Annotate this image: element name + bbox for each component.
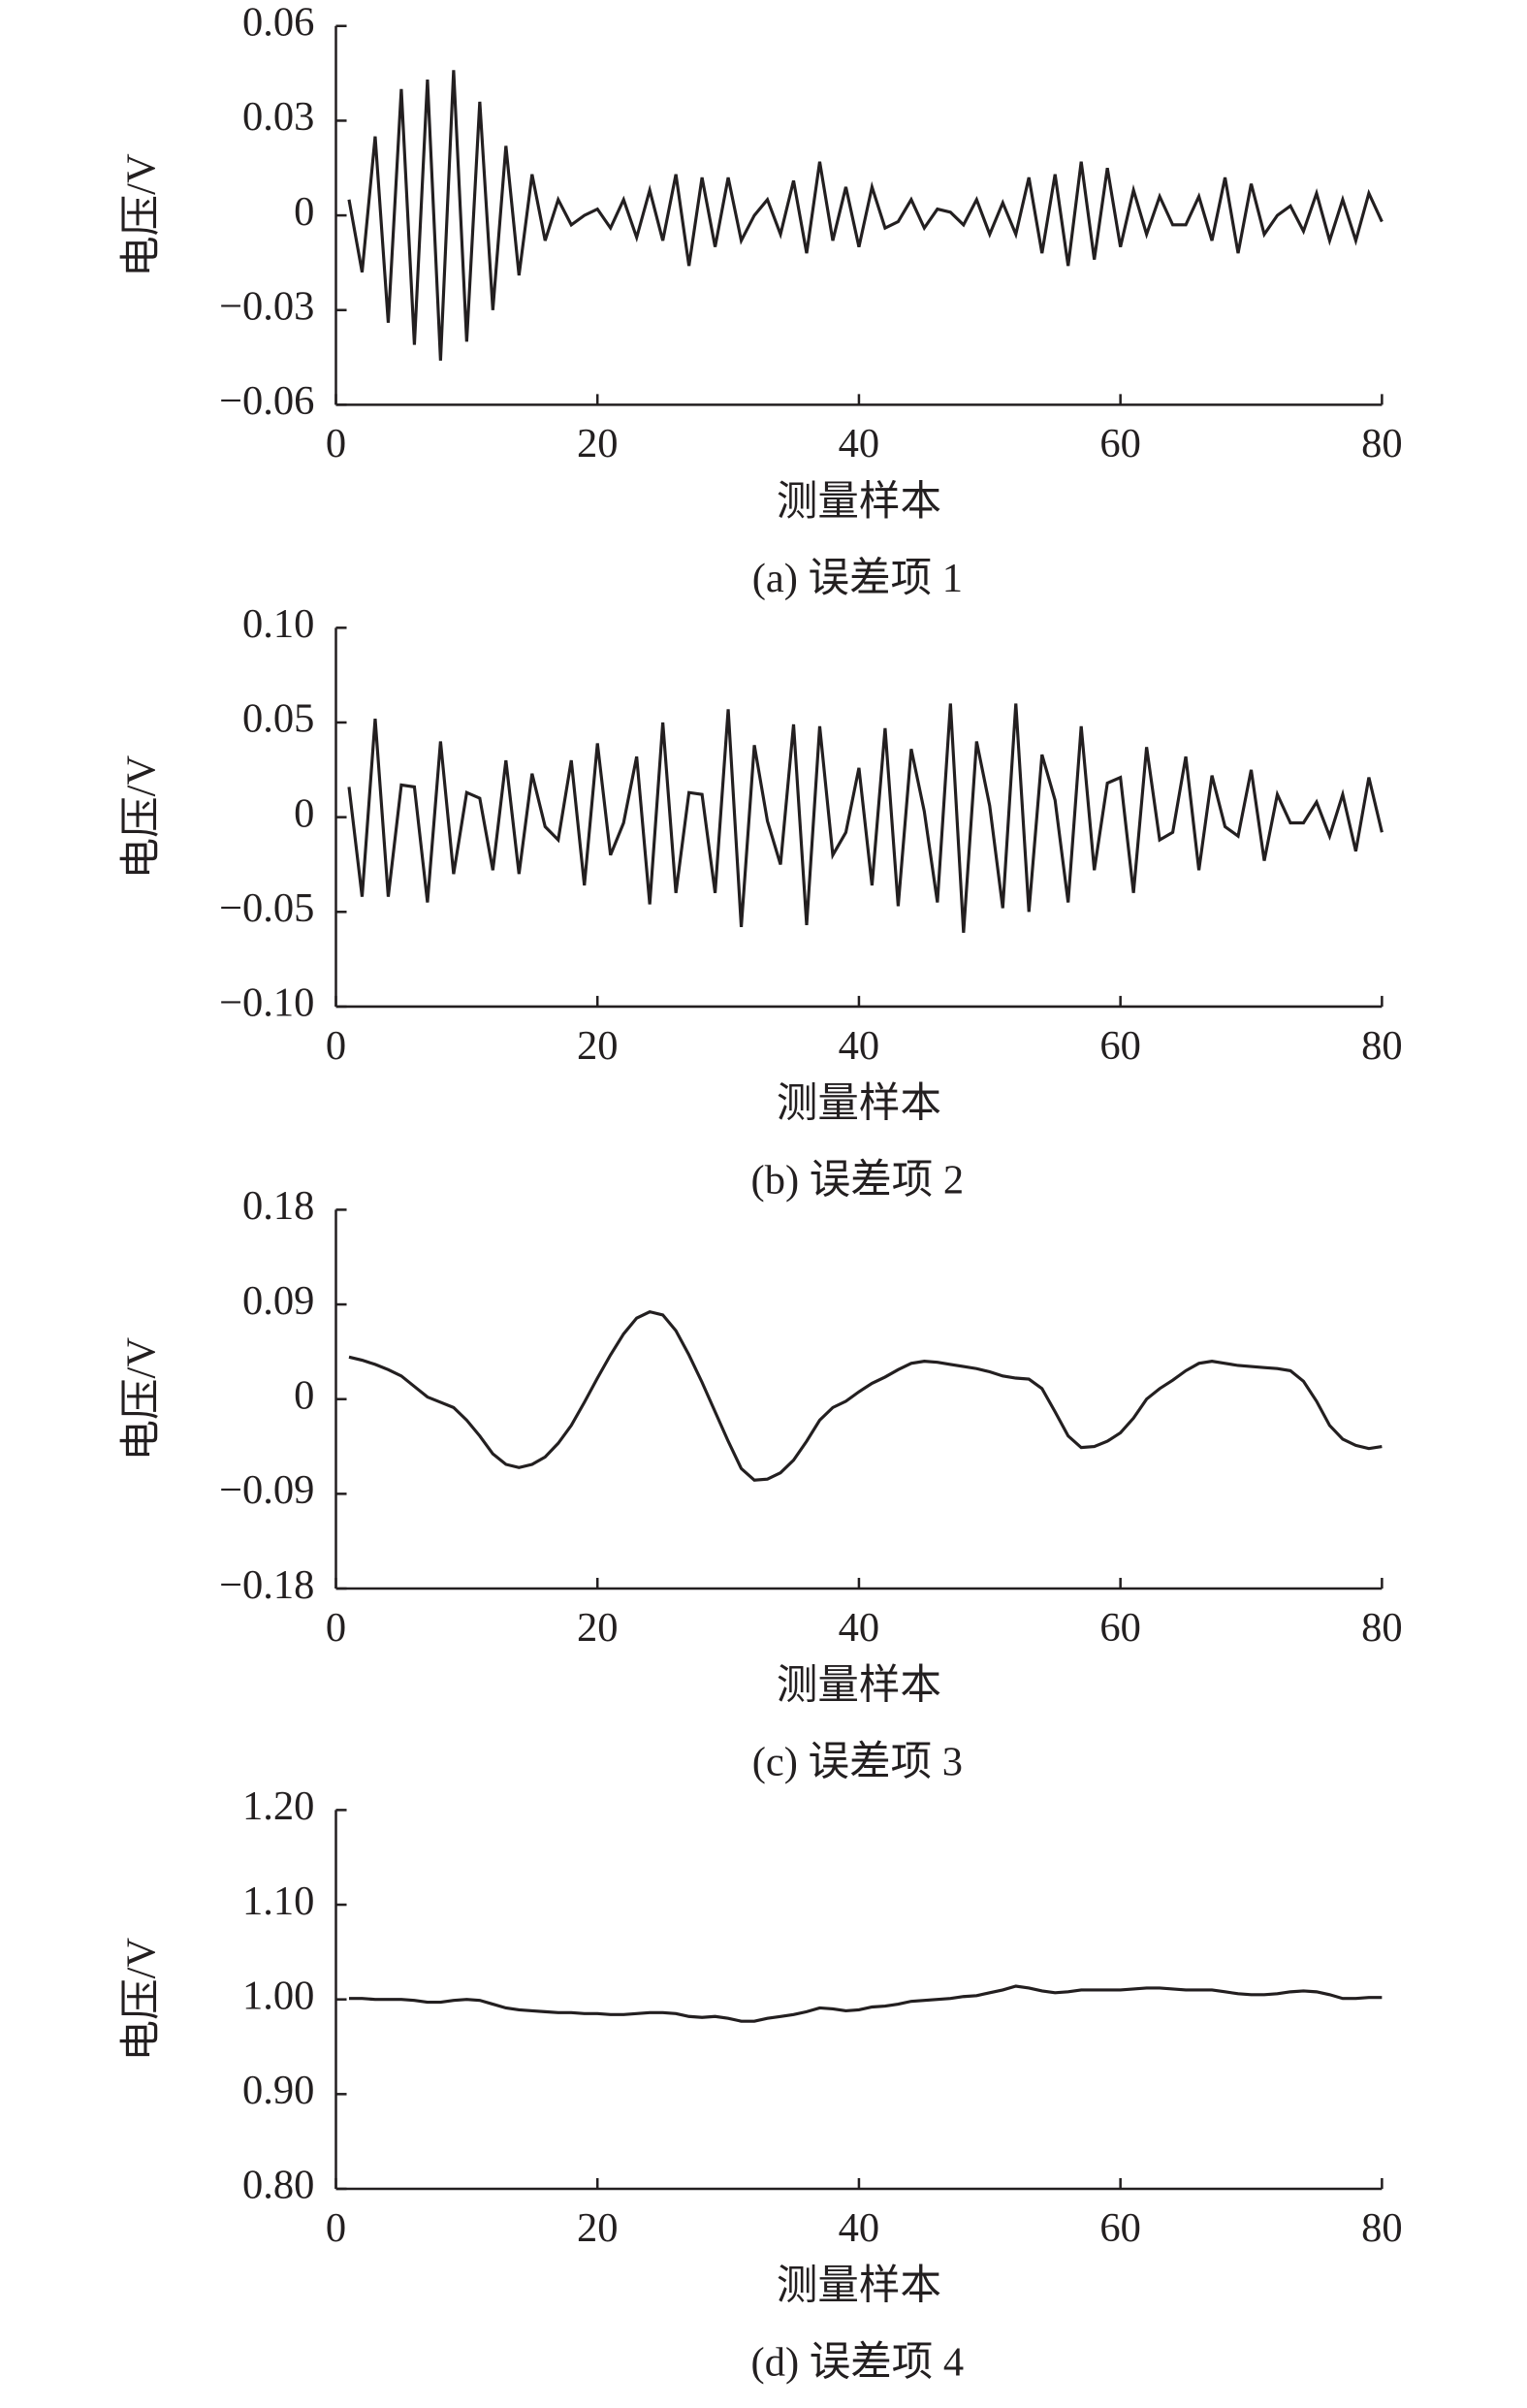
caption: (c) 误差项 3 — [752, 1739, 963, 1784]
x-tick-label: 80 — [1361, 2205, 1403, 2251]
x-tick-label: 60 — [1099, 1605, 1141, 1651]
x-tick-label: 80 — [1361, 1605, 1403, 1651]
y-tick-label: 0 — [294, 790, 314, 836]
x-axis-label: 测量样本 — [777, 1081, 941, 1127]
y-axis-label: 电压/V — [118, 1938, 164, 2062]
data-line — [347, 703, 1384, 933]
y-tick-label: 0 — [294, 189, 314, 235]
caption: (b) 误差项 2 — [751, 1157, 965, 1203]
y-tick-label: −0.09 — [219, 1467, 314, 1513]
x-axis-label: 测量样本 — [777, 2264, 941, 2309]
x-tick-label: 60 — [1099, 1023, 1141, 1069]
y-tick-label: −0.18 — [219, 1562, 314, 1608]
x-tick-label: 0 — [326, 421, 346, 466]
x-tick-label: 60 — [1099, 2205, 1141, 2251]
y-tick-label: 0 — [294, 1372, 314, 1418]
data-line — [347, 70, 1384, 361]
y-tick-label: 0.18 — [242, 1183, 314, 1229]
x-tick-label: 20 — [577, 2205, 619, 2251]
y-tick-label: 0.80 — [242, 2163, 314, 2208]
x-tick-label: 0 — [326, 1605, 346, 1651]
x-tick-label: 20 — [577, 1023, 619, 1069]
y-tick-label: 1.20 — [242, 1783, 314, 1829]
y-tick-label: −0.06 — [219, 378, 314, 424]
y-tick-label: 0.03 — [242, 94, 314, 140]
data-line — [348, 1309, 1383, 1482]
x-tick-label: 60 — [1099, 421, 1141, 466]
y-tick-label: −0.05 — [219, 885, 314, 931]
y-tick-label: 0.06 — [242, 0, 314, 46]
x-axis-label: 测量样本 — [777, 1663, 941, 1709]
x-tick-label: 20 — [577, 1605, 619, 1651]
y-tick-label: −0.10 — [219, 980, 314, 1026]
y-axis-label: 电压/V — [118, 755, 164, 880]
x-tick-label: 0 — [326, 1023, 346, 1069]
x-tick-label: 40 — [839, 1605, 880, 1651]
x-tick-label: 40 — [839, 2205, 880, 2251]
y-tick-label: 0.10 — [242, 601, 314, 647]
y-axis-label: 电压/V — [118, 153, 164, 277]
y-tick-label: 1.00 — [242, 1973, 314, 2018]
y-tick-label: 0.05 — [242, 696, 314, 742]
x-tick-label: 40 — [839, 421, 880, 466]
y-tick-label: 1.10 — [242, 1878, 314, 1924]
data-line — [348, 1984, 1383, 2023]
y-tick-label: 0.09 — [242, 1278, 314, 1324]
y-axis-label: 电压/V — [118, 1337, 164, 1461]
caption: (d) 误差项 4 — [751, 2339, 965, 2385]
y-tick-label: −0.03 — [219, 283, 314, 329]
x-tick-label: 80 — [1361, 1023, 1403, 1069]
y-tick-label: 0.90 — [242, 2068, 314, 2113]
caption: (a) 误差项 1 — [752, 556, 963, 601]
x-tick-label: 20 — [577, 421, 619, 466]
x-tick-label: 80 — [1361, 421, 1403, 466]
x-tick-label: 0 — [326, 2205, 346, 2251]
x-tick-label: 40 — [839, 1023, 880, 1069]
x-axis-label: 测量样本 — [777, 479, 941, 525]
